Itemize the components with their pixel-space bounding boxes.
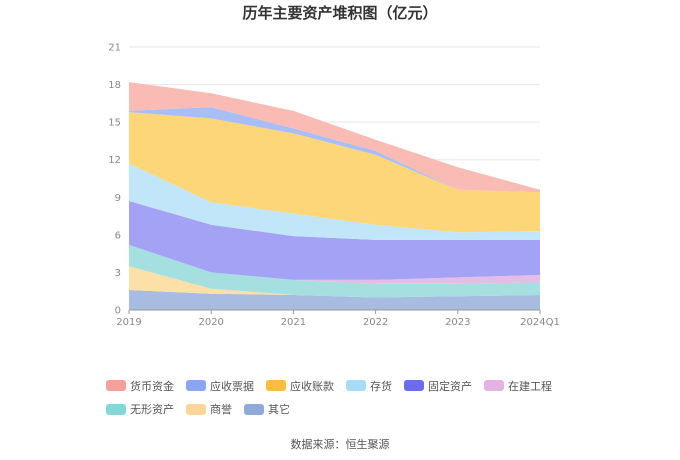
y-tick-label: 21 bbox=[108, 43, 121, 54]
legend-label: 固定资产 bbox=[428, 379, 472, 393]
legend-item[interactable]: 其它 bbox=[244, 402, 290, 416]
y-tick-label: 12 bbox=[108, 155, 121, 166]
axes: 0 3 6 9 12 15 18 21 2019 2020 2021 2022 2023 2024Q1 bbox=[108, 43, 560, 329]
data-source: 数据来源：恒生聚源 bbox=[290, 438, 390, 451]
x-tick-label: 2023 bbox=[445, 317, 470, 328]
legend-swatch bbox=[266, 380, 286, 391]
legend-item[interactable]: 存货 bbox=[346, 379, 392, 393]
x-tick-label: 2022 bbox=[363, 317, 388, 328]
legend-item[interactable]: 无形资产 bbox=[106, 402, 174, 416]
legend: 货币资金 应收票据 应收账款 存货 固定资产 在建工程无形资产 商誉 其它 bbox=[106, 376, 626, 423]
legend-label: 应收票据 bbox=[210, 379, 254, 393]
y-tick-label: 9 bbox=[115, 193, 121, 204]
area-series-2 bbox=[129, 244, 540, 298]
legend-swatch bbox=[404, 380, 424, 391]
area-series-3 bbox=[129, 244, 540, 284]
legend-swatch bbox=[106, 380, 126, 391]
legend-item[interactable]: 应收账款 bbox=[266, 379, 334, 393]
area-series-5 bbox=[129, 163, 540, 240]
legend-swatch bbox=[346, 380, 366, 391]
y-tick-label: 15 bbox=[108, 118, 121, 129]
x-tick-label: 2021 bbox=[281, 317, 306, 328]
chart-title: 历年主要资产堆积图（亿元） bbox=[242, 4, 438, 22]
legend-label: 在建工程 bbox=[508, 379, 552, 393]
y-tick-label: 18 bbox=[108, 80, 121, 91]
area-series-6 bbox=[129, 112, 540, 233]
area-series-0 bbox=[129, 290, 540, 310]
y-tick-label: 6 bbox=[115, 230, 121, 241]
legend-item[interactable]: 固定资产 bbox=[404, 379, 472, 393]
legend-label: 货币资金 bbox=[130, 379, 174, 393]
legend-swatch bbox=[106, 403, 126, 415]
legend-swatch bbox=[186, 403, 206, 415]
legend-swatch bbox=[484, 380, 504, 391]
x-tick-label: 2020 bbox=[198, 317, 223, 328]
x-tick-label: 2024Q1 bbox=[520, 317, 560, 328]
legend-item[interactable]: 商誉 bbox=[186, 402, 232, 416]
legend-label: 应收账款 bbox=[290, 379, 334, 393]
legend-item[interactable]: 货币资金 bbox=[106, 379, 174, 393]
legend-label: 其它 bbox=[268, 403, 290, 416]
area-series-4 bbox=[129, 201, 540, 280]
legend-item[interactable]: 在建工程 bbox=[484, 379, 552, 393]
legend-label: 存货 bbox=[370, 379, 392, 393]
legend-swatch bbox=[186, 380, 206, 391]
legend-swatch bbox=[244, 403, 264, 415]
y-tick-label: 0 bbox=[115, 306, 121, 317]
area-series-8 bbox=[129, 82, 540, 193]
legend-label: 无形资产 bbox=[130, 403, 174, 416]
legend-item[interactable]: 应收票据 bbox=[186, 379, 254, 393]
y-tick-label: 3 bbox=[115, 268, 121, 279]
x-tick-label: 2019 bbox=[116, 317, 141, 328]
legend-label: 商誉 bbox=[210, 403, 232, 416]
area-series bbox=[129, 82, 540, 310]
